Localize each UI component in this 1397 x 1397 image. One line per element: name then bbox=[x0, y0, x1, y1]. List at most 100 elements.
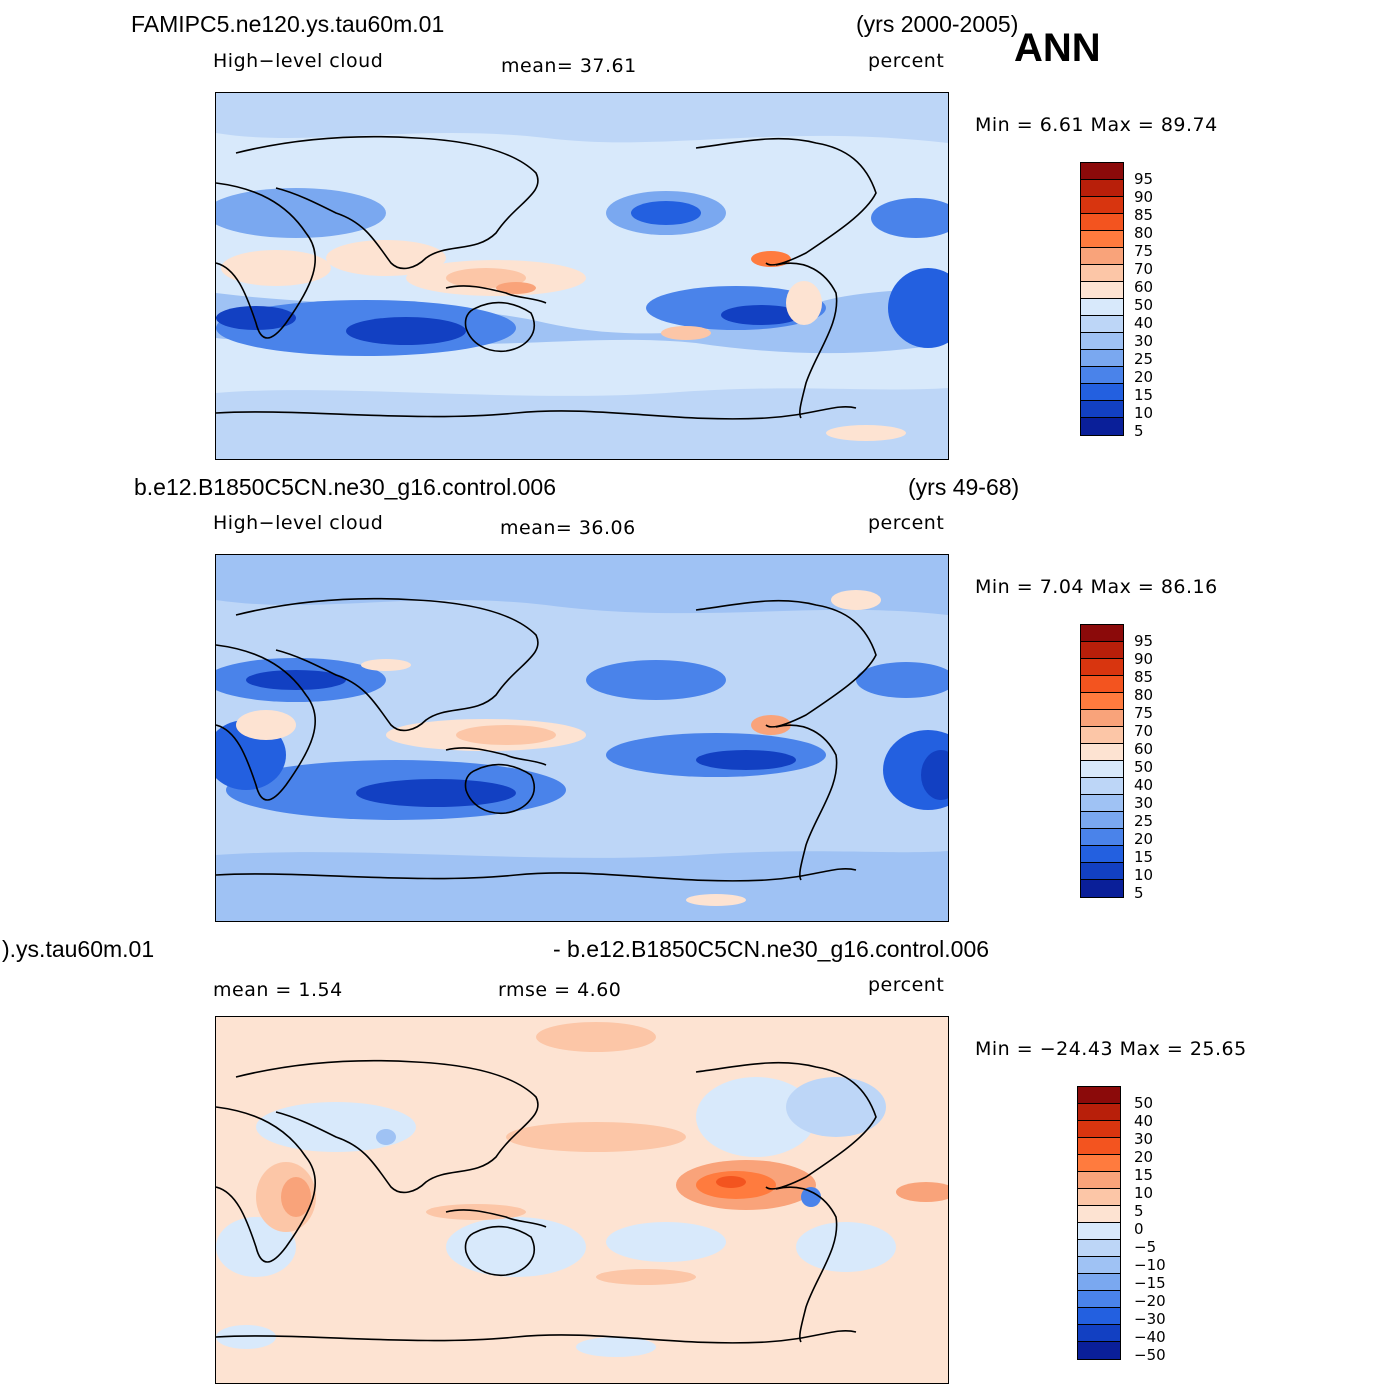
panel1-colorbar-swatch bbox=[1081, 333, 1123, 350]
panel1-colorbar-tick-label: 75 bbox=[1134, 242, 1154, 260]
panel2-colorbar-tick-label: 95 bbox=[1134, 632, 1154, 650]
panel2-colorbar-tick-label: 75 bbox=[1134, 704, 1154, 722]
panel1-colorbar-swatch bbox=[1081, 299, 1123, 316]
panel1-colorbar-swatch bbox=[1081, 248, 1123, 265]
panel1-colorbar-swatch bbox=[1081, 180, 1123, 197]
panel1-colorbar-tick-label: 40 bbox=[1134, 314, 1154, 332]
panel3-colorbar-swatch bbox=[1078, 1308, 1120, 1325]
panel1-colorbar-swatch bbox=[1081, 367, 1123, 384]
panel2-years: (yrs 49-68) bbox=[908, 474, 1020, 500]
panel2-colorbar-tick-label: 70 bbox=[1134, 722, 1154, 740]
panel3-colorbar-tick-label: −30 bbox=[1134, 1310, 1166, 1328]
panel3-colorbar-tick-label: −10 bbox=[1134, 1256, 1166, 1274]
panel3-colorbar-tick-label: −50 bbox=[1134, 1346, 1166, 1364]
panel2-colorbar-swatch bbox=[1081, 812, 1123, 829]
panel1-colorbar-tick-label: 90 bbox=[1134, 188, 1154, 206]
panel3-units: percent bbox=[868, 974, 945, 996]
panel2-colorbar-swatch bbox=[1081, 829, 1123, 846]
panel1-colorbar-tick-label: 50 bbox=[1134, 296, 1154, 314]
panel2-colorbar-tick-label: 30 bbox=[1134, 794, 1154, 812]
panel3-colorbar-swatch bbox=[1078, 1342, 1120, 1359]
panel2-units: percent bbox=[868, 512, 945, 534]
panel2-colorbar-swatch bbox=[1081, 693, 1123, 710]
panel1-colorbar-tick-label: 60 bbox=[1134, 278, 1154, 296]
panel1-units: percent bbox=[868, 50, 945, 72]
panel2-colorbar-swatch bbox=[1081, 727, 1123, 744]
panel1-colorbar-swatch bbox=[1081, 197, 1123, 214]
panel2-colorbar-swatch bbox=[1081, 710, 1123, 727]
panel2-colorbar-swatch bbox=[1081, 846, 1123, 863]
panel2-colorbar-tick-label: 10 bbox=[1134, 866, 1154, 884]
panel3-mean: mean = 1.54 bbox=[213, 979, 343, 1001]
panel2-case-name: b.e12.B1850C5CN.ne30_g16.control.006 bbox=[134, 474, 556, 500]
panel1-colorbar-swatch bbox=[1081, 384, 1123, 401]
panel2-colorbar-swatch bbox=[1081, 795, 1123, 812]
panel2-colorbar-swatch bbox=[1081, 744, 1123, 761]
panel1-colorbar-tick-label: 70 bbox=[1134, 260, 1154, 278]
panel3-map bbox=[215, 1016, 949, 1384]
panel3-colorbar-swatch bbox=[1078, 1155, 1120, 1172]
panel2-cloud-field bbox=[216, 555, 948, 921]
panel1-colorbar-tick-label: 20 bbox=[1134, 368, 1154, 386]
panel1-variable: High−level cloud bbox=[213, 50, 384, 72]
panel3-colorbar-swatch bbox=[1078, 1172, 1120, 1189]
panel2-colorbar-swatch bbox=[1081, 778, 1123, 795]
panel2-colorbar-swatch bbox=[1081, 625, 1123, 642]
panel1-colorbar-tick-label: 85 bbox=[1134, 206, 1154, 224]
panel1-colorbar-tick-label: 15 bbox=[1134, 386, 1154, 404]
panel2-colorbar-swatch bbox=[1081, 676, 1123, 693]
panel3-colorbar-tick-label: 10 bbox=[1134, 1184, 1154, 1202]
panel2-colorbar-swatch bbox=[1081, 659, 1123, 676]
panel1-colorbar-swatch bbox=[1081, 163, 1123, 180]
panel1-colorbar-tick-label: 80 bbox=[1134, 224, 1154, 242]
panel1-colorbar-swatch bbox=[1081, 401, 1123, 418]
panel2-colorbar-tick-label: 5 bbox=[1134, 884, 1144, 902]
panel1-colorbar-tick-label: 5 bbox=[1134, 422, 1144, 440]
panel2-colorbar-tick-label: 80 bbox=[1134, 686, 1154, 704]
panel3-case-name: ).ys.tau60m.01 bbox=[2, 936, 155, 962]
panel3-colorbar-tick-label: 50 bbox=[1134, 1094, 1154, 1112]
panel2-colorbar-tick-label: 90 bbox=[1134, 650, 1154, 668]
panel3-rmse: rmse = 4.60 bbox=[498, 979, 622, 1001]
panel3-colorbar-tick-label: 40 bbox=[1134, 1112, 1154, 1130]
panel2-mean: mean= 36.06 bbox=[500, 517, 636, 539]
panel3-colorbar-tick-label: −40 bbox=[1134, 1328, 1166, 1346]
panel2-colorbar-tick-label: 40 bbox=[1134, 776, 1154, 794]
panel3-coastlines bbox=[216, 1059, 877, 1344]
panel1-colorbar-swatch bbox=[1081, 282, 1123, 299]
panel1-colorbar bbox=[1080, 162, 1124, 436]
panel3-colorbar-swatch bbox=[1078, 1257, 1120, 1274]
panel2-colorbar-swatch bbox=[1081, 761, 1123, 778]
panel1-colorbar-swatch bbox=[1081, 214, 1123, 231]
panel2-colorbar-tick-label: 20 bbox=[1134, 830, 1154, 848]
panel1-colorbar-tick-label: 30 bbox=[1134, 332, 1154, 350]
panel2-colorbar-swatch bbox=[1081, 863, 1123, 880]
panel1-mean: mean= 37.61 bbox=[501, 55, 637, 77]
panel2-colorbar-tick-label: 60 bbox=[1134, 740, 1154, 758]
panel1-colorbar-tick-label: 95 bbox=[1134, 170, 1154, 188]
panel1-cloud-field bbox=[216, 93, 948, 459]
panel3-colorbar-tick-label: 5 bbox=[1134, 1202, 1144, 1220]
panel3-colorbar-tick-label: 30 bbox=[1134, 1130, 1154, 1148]
panel3-colorbar-tick-label: −20 bbox=[1134, 1292, 1166, 1310]
panel3-colorbar-swatch bbox=[1078, 1223, 1120, 1240]
panel2-coastlines bbox=[216, 597, 877, 882]
panel1-years: (yrs 2000-2005) bbox=[856, 11, 1019, 37]
panel3-minmax: Min = −24.43 Max = 25.65 bbox=[975, 1038, 1247, 1060]
panel3-colorbar-swatch bbox=[1078, 1121, 1120, 1138]
panel2-colorbar-tick-label: 25 bbox=[1134, 812, 1154, 830]
panel2-colorbar bbox=[1080, 624, 1124, 898]
panel3-colorbar-swatch bbox=[1078, 1291, 1120, 1308]
panel3-colorbar-swatch bbox=[1078, 1274, 1120, 1291]
panel2-variable: High−level cloud bbox=[213, 512, 384, 534]
panel1-colorbar-tick-label: 10 bbox=[1134, 404, 1154, 422]
panel3-colorbar-tick-label: 20 bbox=[1134, 1148, 1154, 1166]
panel2-minmax: Min = 7.04 Max = 86.16 bbox=[975, 576, 1218, 598]
panel1-colorbar-swatch bbox=[1081, 418, 1123, 435]
panel1-coastlines bbox=[216, 135, 877, 420]
panel2-colorbar-swatch bbox=[1081, 642, 1123, 659]
panel1-colorbar-swatch bbox=[1081, 316, 1123, 333]
panel3-colorbar-tick-label: −5 bbox=[1134, 1238, 1157, 1256]
panel3-control-name: - b.e12.B1850C5CN.ne30_g16.control.006 bbox=[553, 936, 990, 962]
panel1-colorbar-swatch bbox=[1081, 231, 1123, 248]
